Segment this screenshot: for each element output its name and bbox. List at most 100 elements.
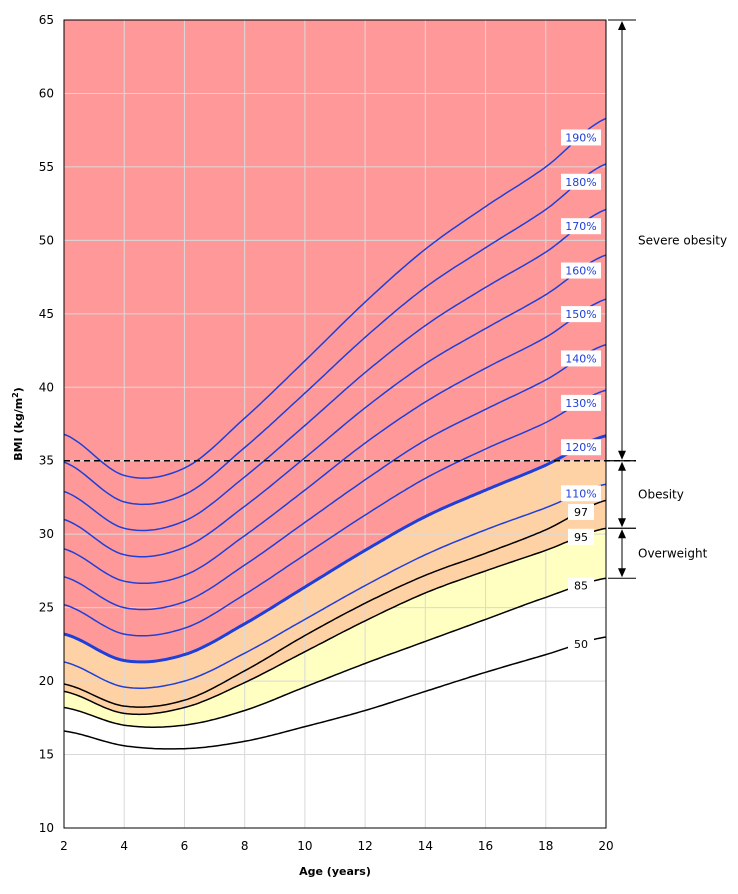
x-tick-8: 8 bbox=[241, 839, 249, 853]
arrow-down-icon bbox=[618, 568, 626, 578]
y-tick-40: 40 bbox=[39, 380, 54, 394]
y-axis-title: BMI (kg/m2) bbox=[11, 387, 26, 461]
label-box bbox=[568, 577, 594, 594]
label-bmi-pct-110: 110% bbox=[561, 485, 601, 502]
x-tick-10: 10 bbox=[297, 839, 312, 853]
healthy-zone bbox=[64, 578, 606, 828]
x-axis-ticks: 2 4 6 8 10 12 14 16 18 20 bbox=[60, 839, 613, 853]
x-tick-14: 14 bbox=[418, 839, 433, 853]
label-bmi-pct-120: 120% bbox=[561, 439, 601, 456]
label-text: 120% bbox=[565, 441, 596, 454]
y-tick-35: 35 bbox=[39, 454, 54, 468]
label-box bbox=[561, 485, 601, 502]
label-percentile-95: 95 bbox=[568, 528, 594, 545]
label-percentile-97: 97 bbox=[568, 503, 594, 520]
label-box bbox=[561, 129, 601, 146]
x-tick-6: 6 bbox=[181, 839, 189, 853]
line-bmi-pct-160 bbox=[64, 254, 606, 558]
series-labels: 110% 120% 130% 140% 150% 160% 170% 180% 190% 50 85… bbox=[561, 129, 601, 652]
arrow-down-icon bbox=[618, 518, 626, 528]
label-text: 130% bbox=[565, 397, 596, 410]
arrow-up-icon bbox=[618, 21, 626, 30]
bracket-label: Obesity bbox=[638, 488, 684, 502]
label-bmi-pct-190: 190% bbox=[561, 129, 601, 146]
x-tick-12: 12 bbox=[357, 839, 372, 853]
label-text: 50 bbox=[574, 638, 588, 651]
bracket-label: Severe obesity bbox=[638, 233, 727, 247]
label-text: 110% bbox=[565, 487, 596, 500]
label-text: 95 bbox=[574, 531, 588, 544]
y-axis-title-sup: 2 bbox=[11, 392, 20, 398]
label-bmi-pct-130: 130% bbox=[561, 394, 601, 411]
label-text: 190% bbox=[565, 131, 596, 144]
line-bmi-pct-130 bbox=[64, 389, 606, 637]
label-box bbox=[568, 528, 594, 545]
line-percentile-50 bbox=[64, 636, 606, 750]
line-bmi-pct-150 bbox=[64, 298, 606, 585]
label-bmi-pct-140: 140% bbox=[561, 350, 601, 367]
y-tick-20: 20 bbox=[39, 674, 54, 688]
line-bmi-pct-170 bbox=[64, 208, 606, 532]
plot-frame bbox=[63, 19, 607, 829]
line-percentile-85 bbox=[64, 577, 606, 728]
x-tick-2: 2 bbox=[60, 839, 68, 853]
y-axis-title-close: ) bbox=[12, 387, 25, 392]
series-lines bbox=[64, 117, 606, 750]
x-tick-16: 16 bbox=[478, 839, 493, 853]
arrow-up-icon bbox=[618, 461, 626, 471]
x-tick-18: 18 bbox=[538, 839, 553, 853]
line-bmi-pct-110 bbox=[64, 483, 606, 689]
label-box bbox=[561, 306, 601, 323]
label-text: 180% bbox=[565, 176, 596, 189]
label-box bbox=[568, 635, 594, 652]
label-text: 150% bbox=[565, 308, 596, 321]
y-tick-25: 25 bbox=[39, 601, 54, 615]
label-text: 140% bbox=[565, 352, 596, 365]
bracket-severe-obesity: Severe obesity bbox=[608, 19, 727, 462]
x-tick-20: 20 bbox=[598, 839, 613, 853]
y-tick-30: 30 bbox=[39, 527, 54, 541]
label-box bbox=[561, 262, 601, 279]
x-tick-4: 4 bbox=[120, 839, 128, 853]
line-percentile-95 bbox=[64, 527, 606, 716]
label-box bbox=[561, 439, 601, 456]
bracket-overweight: Overweight bbox=[608, 527, 708, 579]
y-tick-45: 45 bbox=[39, 307, 54, 321]
line-bmi-pct-190 bbox=[64, 117, 606, 479]
y-tick-10: 10 bbox=[39, 821, 54, 835]
line-bmi-pct-140 bbox=[64, 343, 606, 611]
label-bmi-pct-180: 180% bbox=[561, 173, 601, 190]
line-bmi-pct-120 bbox=[64, 434, 606, 664]
y-tick-65: 65 bbox=[39, 13, 54, 27]
line-percentile-97 bbox=[64, 499, 606, 708]
y-tick-15: 15 bbox=[39, 748, 54, 762]
y-tick-60: 60 bbox=[39, 86, 54, 100]
label-text: 160% bbox=[565, 265, 596, 278]
label-bmi-pct-160: 160% bbox=[561, 262, 601, 279]
label-percentile-85: 85 bbox=[568, 577, 594, 594]
label-text: 85 bbox=[574, 579, 588, 592]
label-box bbox=[561, 173, 601, 190]
category-brackets: Severe obesity Obesity Overweight bbox=[608, 19, 727, 579]
label-box bbox=[568, 503, 594, 520]
label-text: 97 bbox=[574, 506, 588, 519]
line-bmi-pct-180 bbox=[64, 163, 606, 506]
overweight-zone bbox=[64, 528, 606, 728]
label-box bbox=[561, 394, 601, 411]
label-box bbox=[561, 218, 601, 235]
weight-category-bands bbox=[64, 460, 606, 828]
x-axis-title: Age (years) bbox=[299, 865, 371, 878]
obesity-zone bbox=[64, 460, 606, 715]
y-axis-title-main: BMI (kg/m bbox=[12, 398, 25, 461]
arrow-up-icon bbox=[618, 529, 626, 539]
y-axis-ticks: 10 15 20 25 30 35 40 45 50 55 60 65 bbox=[39, 13, 54, 835]
label-bmi-pct-170: 170% bbox=[561, 218, 601, 235]
label-text: 170% bbox=[565, 220, 596, 233]
arrow-down-icon bbox=[618, 450, 626, 460]
y-tick-55: 55 bbox=[39, 160, 54, 174]
bracket-obesity: Obesity bbox=[608, 460, 684, 529]
y-tick-50: 50 bbox=[39, 233, 54, 247]
label-percentile-50: 50 bbox=[568, 635, 594, 652]
bracket-label: Overweight bbox=[638, 546, 708, 560]
